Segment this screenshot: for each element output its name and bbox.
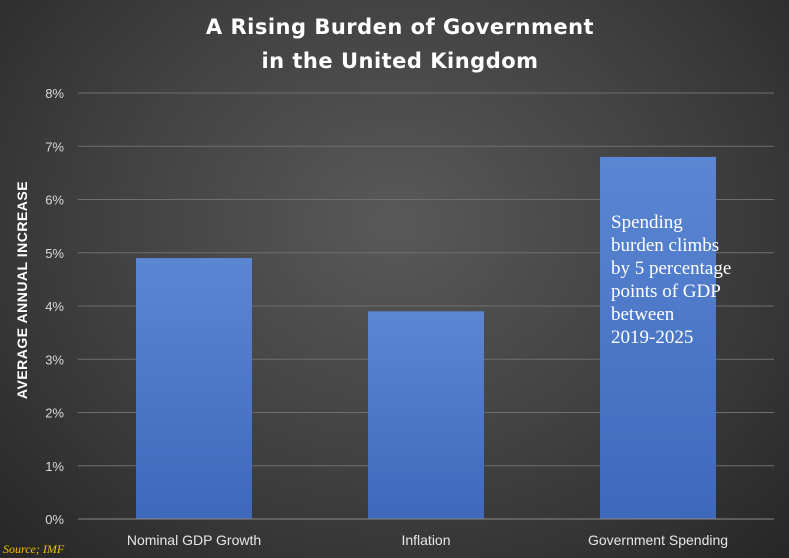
x-axis-labels: Nominal GDP Growth Inflation Government Sp… xyxy=(127,532,728,548)
y-tick-label: 6% xyxy=(45,193,64,208)
y-tick-label: 5% xyxy=(45,246,64,261)
y-tick-label: 3% xyxy=(45,352,64,367)
y-tick-label: 2% xyxy=(45,406,64,421)
source-note: Source; IMF xyxy=(3,542,65,556)
annotation-line-1: Spending xyxy=(611,212,683,233)
annotation-line-3: by 5 percentage xyxy=(611,258,731,279)
x-category-label: Nominal GDP Growth xyxy=(127,532,261,548)
spending-annotation: Spending burden climbs by 5 percentage p… xyxy=(611,212,736,348)
y-axis-label: AVERAGE ANNUAL INCREASE xyxy=(14,181,30,399)
bar-nominal-gdp-growth xyxy=(136,258,252,519)
y-tick-label: 0% xyxy=(45,512,64,527)
annotation-line-5: between xyxy=(611,304,675,325)
bar-government-spending xyxy=(600,156,716,519)
y-tick-label: 1% xyxy=(45,459,64,474)
annotation-line-2: burden climbs xyxy=(611,235,719,256)
x-category-label: Government Spending xyxy=(588,532,728,548)
chart-title-line-2: in the United Kingdom xyxy=(261,49,538,73)
y-tick-label: 4% xyxy=(45,299,64,314)
y-tick-label: 8% xyxy=(45,86,64,101)
annotation-line-4: points of GDP xyxy=(611,281,720,302)
chart-title-line-1: A Rising Burden of Government xyxy=(206,15,594,39)
y-tick-label: 7% xyxy=(45,139,64,154)
y-axis-ticks: 0% 1% 2% 3% 4% 5% 6% 7% 8% xyxy=(45,86,64,527)
x-category-label: Inflation xyxy=(401,532,450,548)
annotation-line-6: 2019-2025 xyxy=(611,327,693,348)
bar-inflation xyxy=(368,311,484,519)
bars xyxy=(136,156,716,519)
